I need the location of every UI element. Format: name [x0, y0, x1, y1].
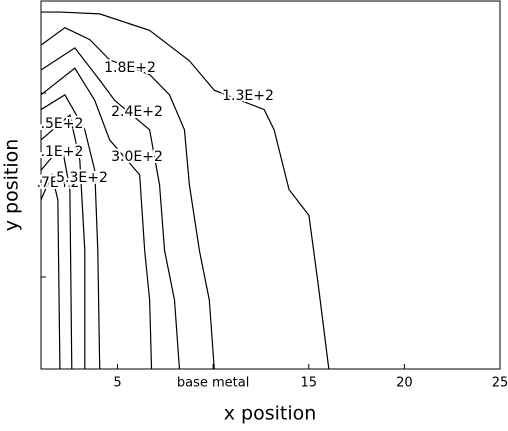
contour-label: .1E+2: [41, 144, 84, 160]
y-axis-title: y position: [1, 139, 23, 232]
x-tick-label: 20: [396, 376, 413, 391]
x-tick-label: 15: [300, 376, 317, 391]
contour-label: 3.0E+2: [111, 149, 163, 165]
contour-line: [40, 144, 73, 370]
contour-line: [40, 67, 153, 370]
contour-line: [40, 113, 86, 369]
contour-line: [40, 94, 101, 370]
plot-frame: [40, 0, 501, 370]
x-tick-label: 25: [492, 376, 508, 391]
contour-label: 1.8E+2: [104, 60, 156, 76]
contour-line: [40, 47, 181, 370]
contour-label: .5E+2: [41, 116, 84, 132]
contour-label: .7E+2: [37, 175, 80, 191]
contour-line: [41, 11, 330, 370]
contour-label: 5.3E+2: [56, 170, 108, 186]
contour-label: 2.4E+2: [111, 104, 163, 120]
x-axis-title: x position: [224, 403, 317, 425]
contour-line: [40, 26, 215, 370]
contour-label: 1.3E+2: [222, 88, 274, 104]
contour-line: [40, 173, 61, 370]
x-tick-label: 5: [113, 376, 121, 391]
x-tick-label: base metal: [177, 376, 249, 391]
